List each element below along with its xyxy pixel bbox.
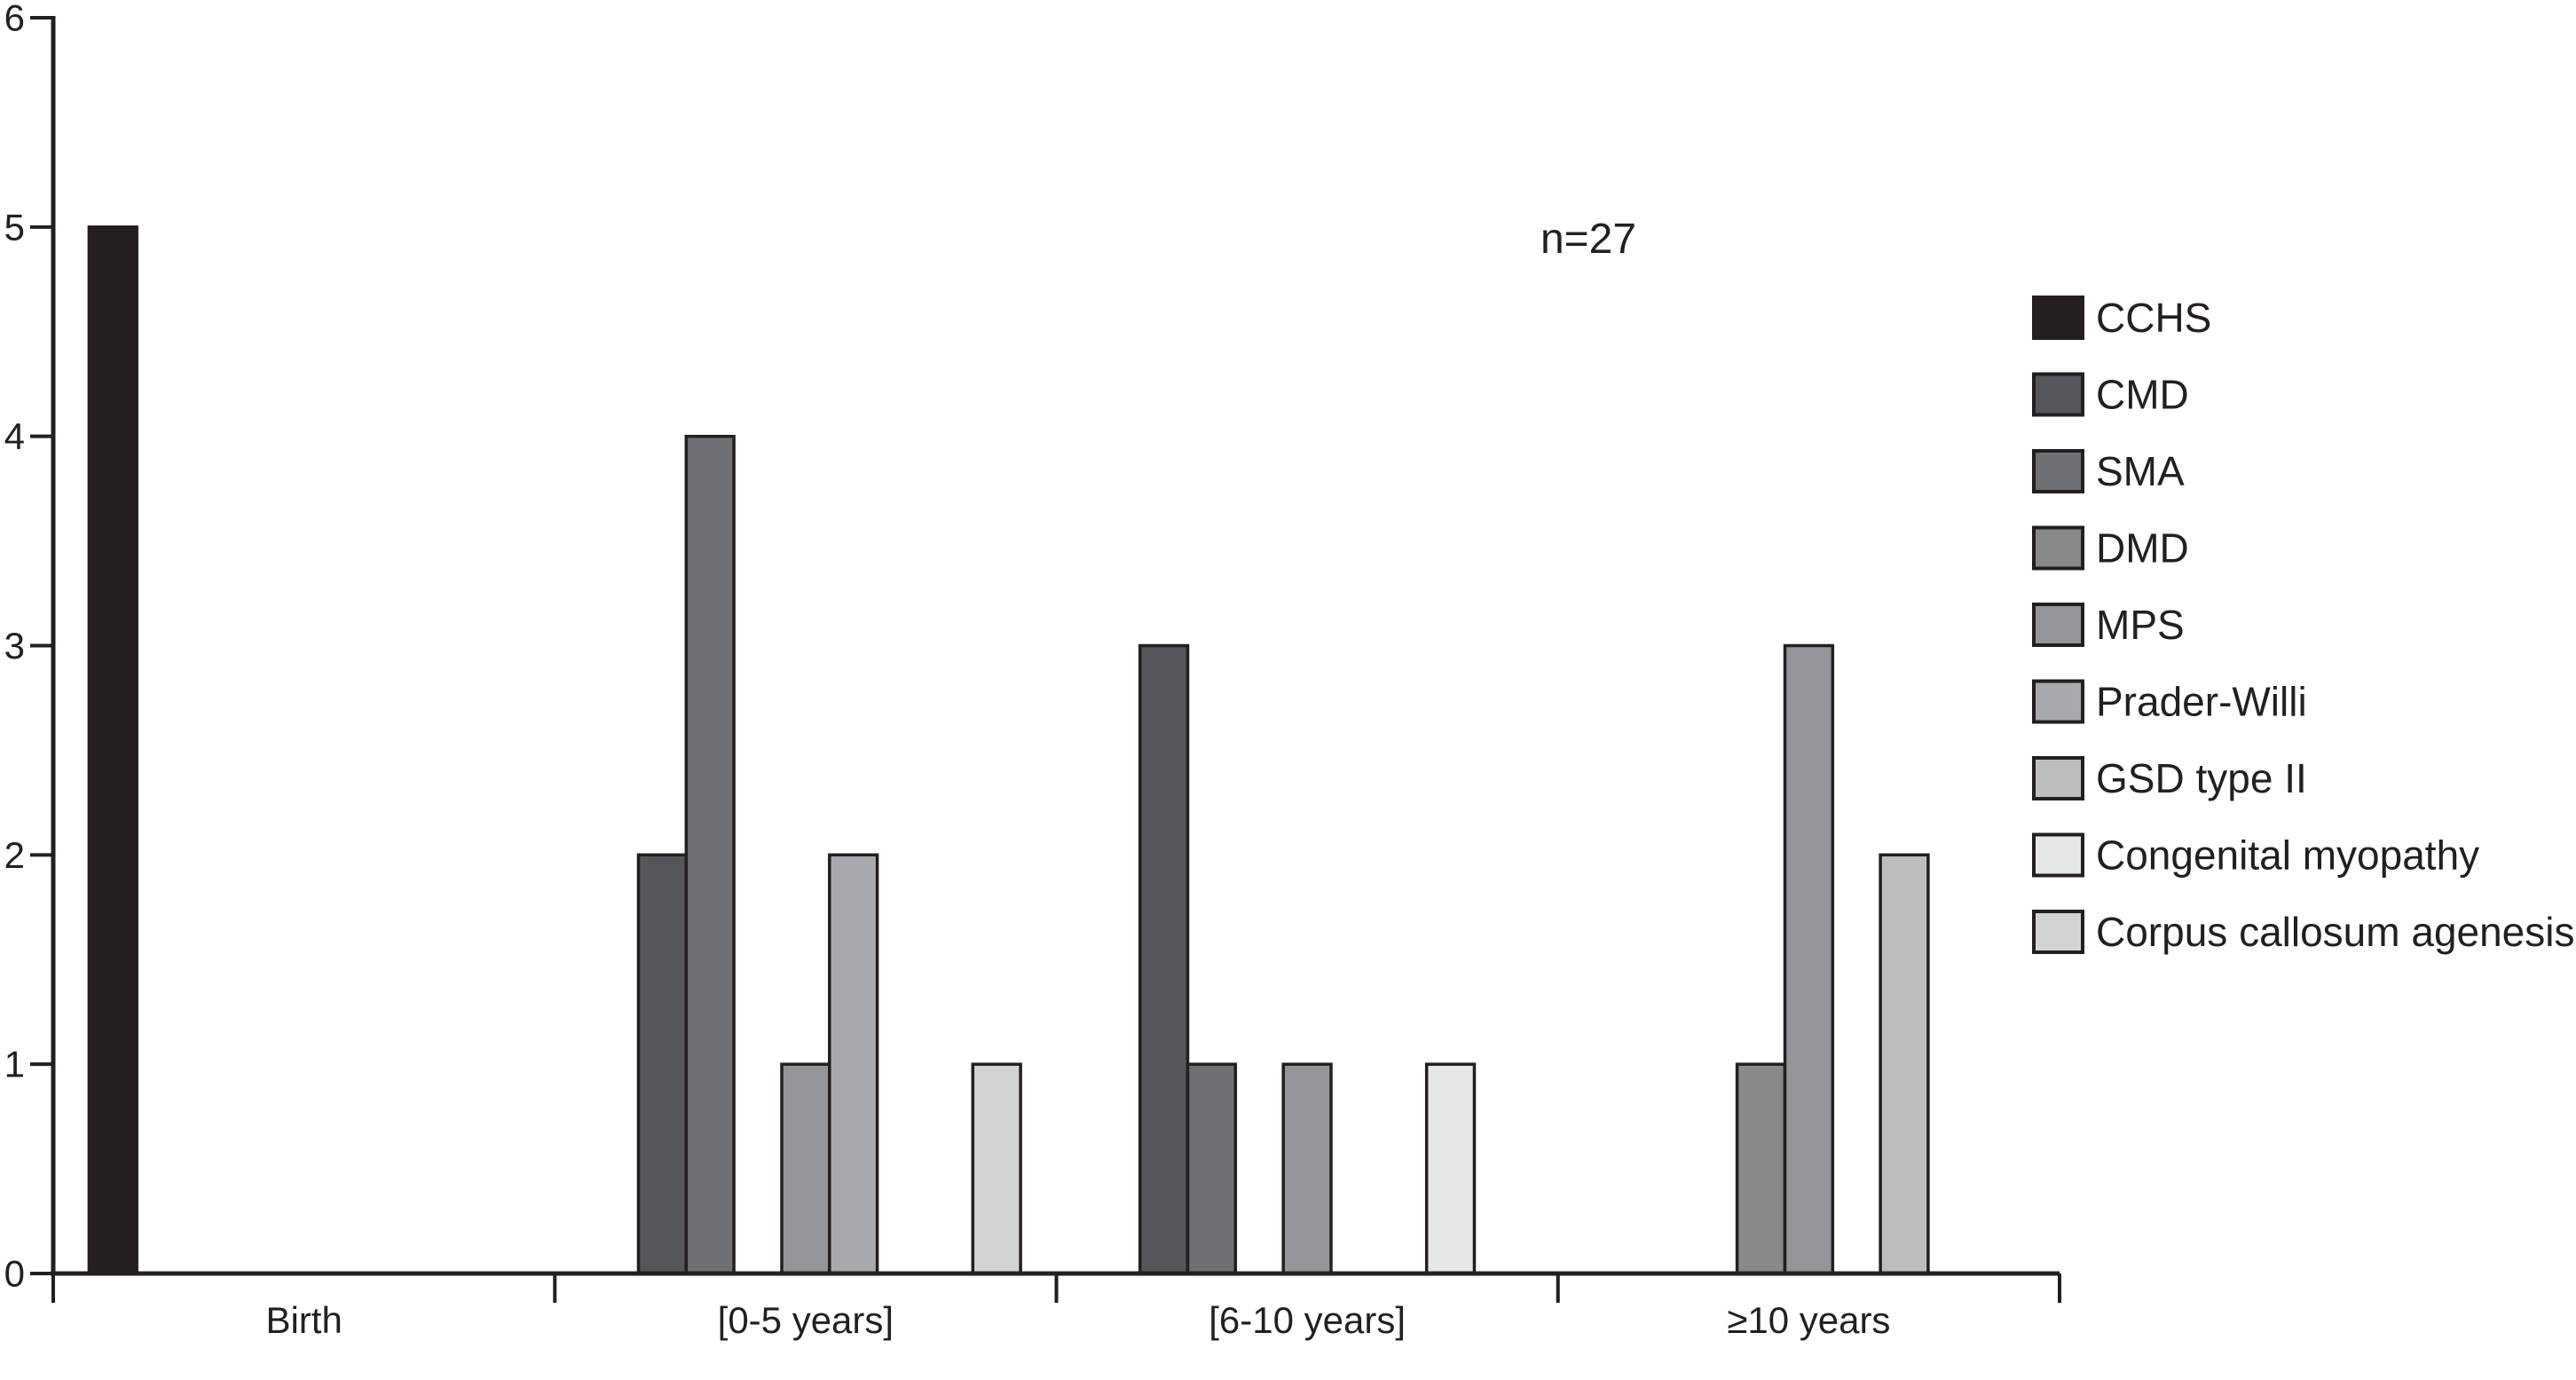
legend-label-dmd: DMD: [2096, 525, 2189, 572]
bar-corpus-callosum-agenesis-0-5-years: [971, 1062, 1022, 1275]
legend-label-corpus-callosum-agenesis: Corpus callosum agenesis: [2096, 909, 2575, 955]
bar-cchs-birth: [87, 225, 138, 1275]
bar-cmd-0-5-years: [636, 853, 689, 1275]
legend-swatch-congenital-myopathy: [2032, 832, 2084, 878]
legend-label-cchs: CCHS: [2096, 295, 2211, 341]
y-tick-label-0: 0: [4, 1253, 25, 1295]
legend-label-prader-willi: Prader-Willi: [2096, 679, 2307, 725]
bar-mps-0-5-years: [780, 1062, 831, 1275]
y-tick-label-2: 2: [4, 834, 25, 876]
legend-swatch-corpus-callosum-agenesis: [2032, 910, 2084, 954]
legend-swatch-mps: [2032, 603, 2084, 647]
legend-label-sma: SMA: [2096, 448, 2185, 494]
legend-swatch-cchs: [2032, 296, 2084, 340]
y-tick-label-5: 5: [4, 206, 25, 248]
bar-mps-10-years: [1783, 643, 1835, 1275]
x-category-label-6-10-years: [6-10 years]: [1209, 1299, 1406, 1341]
legend-swatch-sma: [2032, 449, 2084, 493]
legend-swatch-dmd: [2032, 525, 2084, 571]
legend-label-mps: MPS: [2096, 602, 2185, 648]
bar-prader-willi-0-5-years: [828, 853, 879, 1275]
y-tick-label-6: 6: [4, 0, 25, 39]
bar-gsd-type-ii-10-years: [1879, 853, 1930, 1275]
legend-label-gsd-type-ii: GSD type II: [2096, 755, 2307, 801]
bar-sma-6-10-years: [1186, 1062, 1238, 1275]
legend-swatch-cmd: [2032, 372, 2084, 417]
y-tick-label-4: 4: [4, 415, 25, 457]
legend-swatch-prader-willi: [2032, 679, 2084, 724]
annotation-total-n: n=27: [1540, 216, 1636, 263]
bar-cmd-6-10-years: [1138, 643, 1190, 1275]
y-tick-label-1: 1: [4, 1044, 25, 1085]
bar-sma-0-5-years: [684, 434, 736, 1275]
bar-dmd-10-years: [1735, 1062, 1787, 1275]
bar-mps-6-10-years: [1281, 1062, 1333, 1275]
bar-congenital-myopathy-6-10-years: [1424, 1062, 1477, 1275]
x-category-label-0-5-years: [0-5 years]: [718, 1299, 894, 1341]
x-category-label-birth: Birth: [265, 1299, 342, 1341]
legend-label-cmd: CMD: [2096, 372, 2189, 418]
x-category-label-10-years: ≥10 years: [1727, 1299, 1890, 1341]
legend-label-congenital-myopathy: Congenital myopathy: [2096, 832, 2479, 879]
y-tick-label-3: 3: [4, 625, 25, 666]
legend-swatch-gsd-type-ii: [2032, 756, 2084, 800]
